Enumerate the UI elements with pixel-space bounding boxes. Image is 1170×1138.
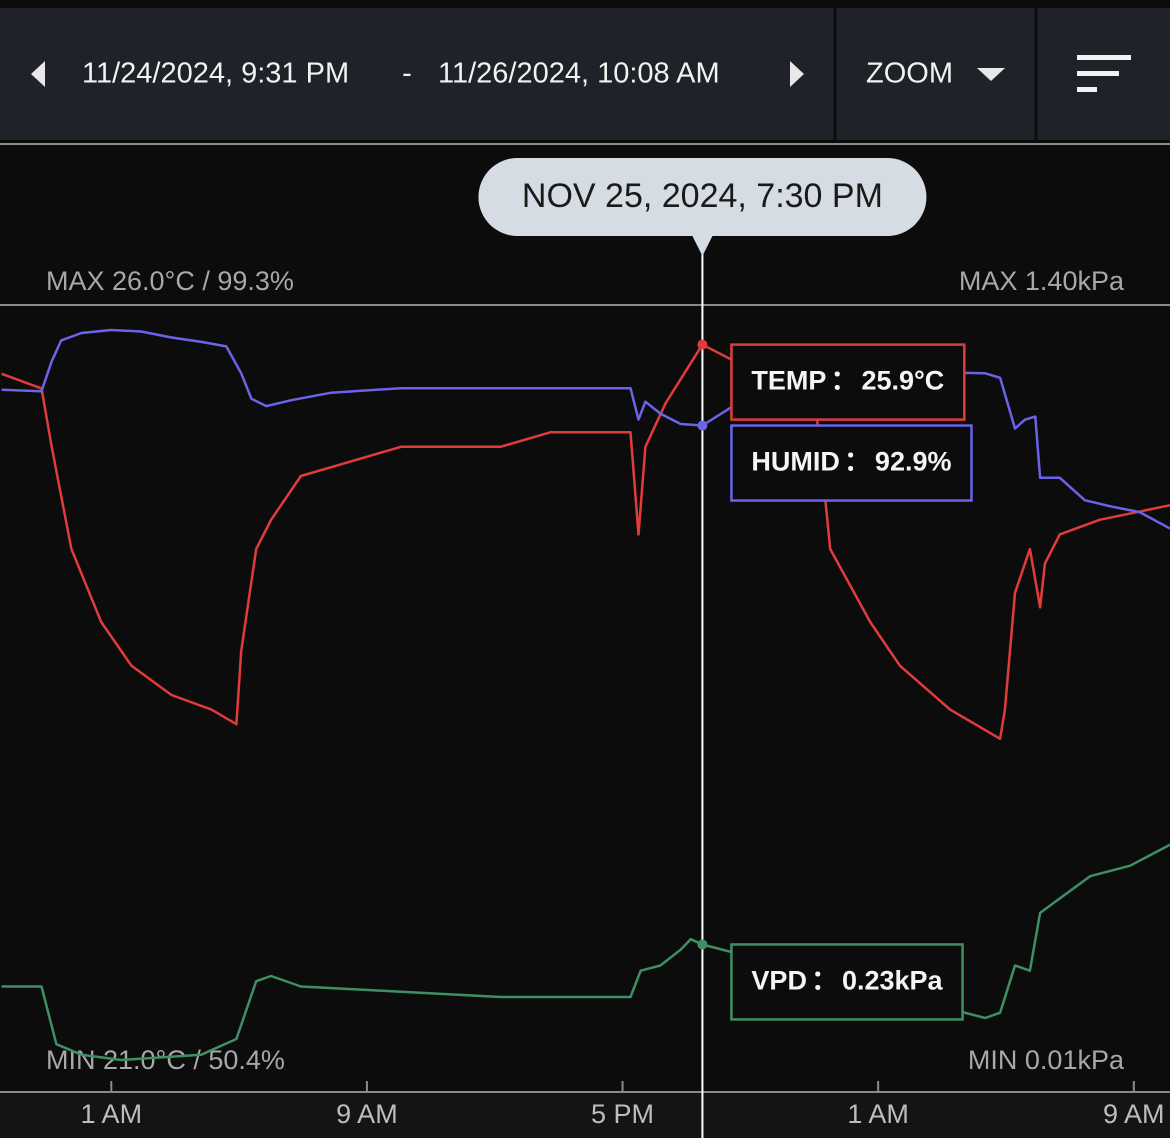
series-line [1, 328, 1170, 530]
readout-value: 0.23kPa [842, 966, 944, 996]
readout-value: 25.9°C [861, 366, 944, 396]
readout-value: 92.9% [875, 447, 952, 477]
readout-name: HUMID [751, 447, 840, 477]
cursor-point [697, 939, 708, 950]
zoom-dropdown[interactable] [977, 68, 1005, 81]
cursor-pointer [691, 234, 714, 256]
series-line [1, 843, 1170, 1062]
menu-bar [1077, 55, 1131, 60]
x-tick-label: 5 PM [591, 1099, 654, 1129]
range-end[interactable]: 11/26/2024, 10:08 AM [438, 58, 720, 90]
cursor-label: NOV 25, 2024, 7:30 PM [522, 177, 883, 215]
menu-button[interactable] [1077, 55, 1131, 92]
series-line [1, 343, 1170, 741]
min-left: MIN 21.0°C / 50.4% [46, 1045, 285, 1075]
max-right: MAX 1.40kPa [959, 266, 1125, 296]
cursor-tooltip [478, 158, 927, 236]
cursor-point [697, 339, 708, 350]
readout-box [730, 343, 966, 421]
readout-separator: ： [830, 366, 857, 396]
x-tick-label: 9 AM [336, 1099, 398, 1129]
x-axis-band [0, 1093, 1170, 1138]
x-tick-label: 1 AM [847, 1099, 909, 1129]
zoom-button[interactable]: ZOOM [866, 58, 953, 90]
readout-separator: ： [811, 966, 838, 996]
readout-name: VPD [751, 966, 807, 996]
max-left: MAX 26.0°C / 99.3% [46, 266, 294, 296]
range-start[interactable]: 11/24/2024, 9:31 PM [82, 58, 349, 90]
prev-button[interactable] [31, 61, 45, 87]
x-tick-label: 9 AM [1103, 1099, 1165, 1129]
next-button[interactable] [790, 61, 804, 87]
range-separator: - [402, 58, 412, 90]
menu-bar [1077, 71, 1119, 76]
cursor-point [697, 420, 708, 431]
readout-box [730, 943, 964, 1021]
readout-name: TEMP [751, 366, 826, 396]
min-right: MIN 0.01kPa [968, 1045, 1125, 1075]
header-bar [0, 8, 1170, 140]
readout-separator: ： [844, 447, 871, 477]
x-tick-label: 1 AM [81, 1099, 143, 1129]
menu-bar [1077, 87, 1097, 92]
readout: HUMID： 92.9% [730, 424, 973, 502]
readout: TEMP： 25.9°C [730, 343, 966, 421]
readout: VPD： 0.23kPa [730, 943, 964, 1021]
readout-box [730, 424, 973, 502]
